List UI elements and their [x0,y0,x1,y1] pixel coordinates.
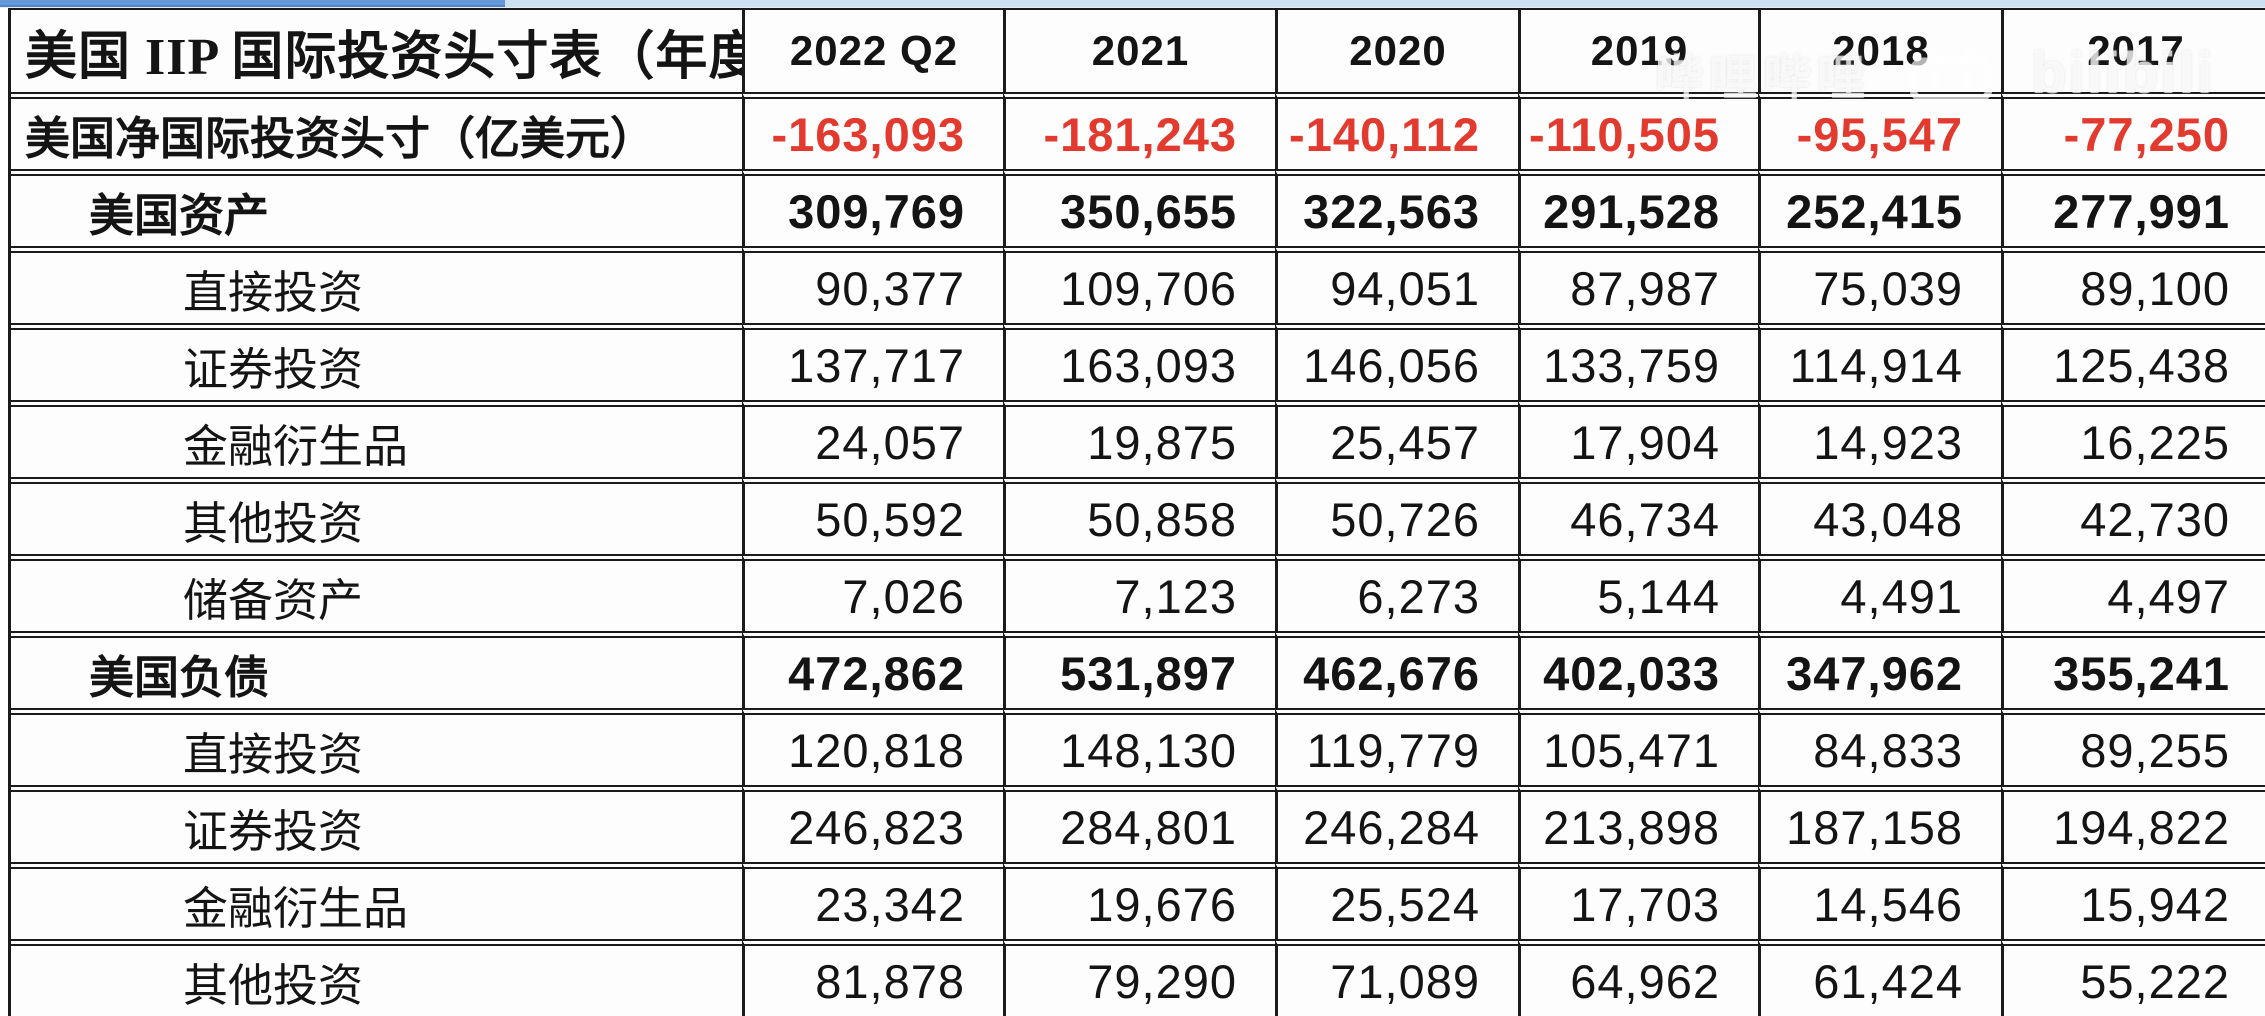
value-cell: -110,505 [1518,92,1758,169]
value-cell: 105,471 [1518,708,1758,785]
value-cell: 322,563 [1275,169,1518,246]
row-label: 直接投资 [11,246,742,323]
value-cell: 137,717 [742,323,1003,400]
value-cell: 84,833 [1758,708,2001,785]
value-cell: 90,377 [742,246,1003,323]
value-cell: 462,676 [1275,631,1518,708]
value-cell: 19,875 [1003,400,1275,477]
column-header-6: 2017 [2001,10,2265,92]
value-cell: 17,904 [1518,400,1758,477]
value-cell: 291,528 [1518,169,1758,246]
value-cell: 213,898 [1518,785,1758,862]
row-label: 美国资产 [11,169,742,246]
value-cell: 246,284 [1275,785,1518,862]
value-cell: 246,823 [742,785,1003,862]
value-cell: 64,962 [1518,939,1758,1016]
row-label: 储备资产 [11,554,742,631]
value-cell: 71,089 [1275,939,1518,1016]
row-label: 其他投资 [11,939,742,1016]
column-header-1: 2022 Q2 [742,10,1003,92]
value-cell: -181,243 [1003,92,1275,169]
value-cell: 50,726 [1275,477,1518,554]
row-label: 证券投资 [11,785,742,862]
value-cell: 17,703 [1518,862,1758,939]
value-cell: 25,457 [1275,400,1518,477]
value-cell: 94,051 [1275,246,1518,323]
value-cell: 43,048 [1758,477,2001,554]
row-label: 其他投资 [11,477,742,554]
value-cell: 7,123 [1003,554,1275,631]
value-cell: 7,026 [742,554,1003,631]
value-cell: 61,424 [1758,939,2001,1016]
value-cell: 402,033 [1518,631,1758,708]
video-progress-bar[interactable] [0,0,2265,8]
value-cell: -77,250 [2001,92,2265,169]
value-cell: 347,962 [1758,631,2001,708]
value-cell: 125,438 [2001,323,2265,400]
value-cell: 119,779 [1275,708,1518,785]
value-cell: 355,241 [2001,631,2265,708]
value-cell: 14,546 [1758,862,2001,939]
value-cell: 133,759 [1518,323,1758,400]
value-cell: 87,987 [1518,246,1758,323]
row-label: 金融衍生品 [11,400,742,477]
value-cell: 472,862 [742,631,1003,708]
value-cell: 4,491 [1758,554,2001,631]
value-cell: 5,144 [1518,554,1758,631]
column-header-3: 2020 [1275,10,1518,92]
value-cell: 6,273 [1275,554,1518,631]
column-header-5: 2018 [1758,10,2001,92]
value-cell: 187,158 [1758,785,2001,862]
iip-table: 美国 IIP 国际投资头寸表（年度 2022 Q2 2021 2020 2019 201… [8,8,2265,1016]
value-cell: 531,897 [1003,631,1275,708]
value-cell: 309,769 [742,169,1003,246]
row-label: 美国负债 [11,631,742,708]
value-cell: 114,914 [1758,323,2001,400]
value-cell: -95,547 [1758,92,2001,169]
row-label: 直接投资 [11,708,742,785]
value-cell: 163,093 [1003,323,1275,400]
value-cell: 109,706 [1003,246,1275,323]
value-cell: 46,734 [1518,477,1758,554]
value-cell: 14,923 [1758,400,2001,477]
value-cell: 120,818 [742,708,1003,785]
value-cell: 277,991 [2001,169,2265,246]
value-cell: 50,592 [742,477,1003,554]
row-label: 证券投资 [11,323,742,400]
value-cell: 79,290 [1003,939,1275,1016]
value-cell: 4,497 [2001,554,2265,631]
value-cell: 23,342 [742,862,1003,939]
value-cell: 75,039 [1758,246,2001,323]
value-cell: 148,130 [1003,708,1275,785]
value-cell: -140,112 [1275,92,1518,169]
value-cell: 194,822 [2001,785,2265,862]
video-progress-fill [0,0,505,7]
value-cell: 42,730 [2001,477,2265,554]
value-cell: 24,057 [742,400,1003,477]
value-cell: 19,676 [1003,862,1275,939]
column-header-4: 2019 [1518,10,1758,92]
value-cell: 55,222 [2001,939,2265,1016]
value-cell: 350,655 [1003,169,1275,246]
value-cell: 146,056 [1275,323,1518,400]
value-cell: 252,415 [1758,169,2001,246]
value-cell: 25,524 [1275,862,1518,939]
row-label: 金融衍生品 [11,862,742,939]
value-cell: 284,801 [1003,785,1275,862]
value-cell: 81,878 [742,939,1003,1016]
row-label: 美国净国际投资头寸（亿美元） [11,92,742,169]
column-header-2: 2021 [1003,10,1275,92]
value-cell: -163,093 [742,92,1003,169]
table-title: 美国 IIP 国际投资头寸表（年度 [11,10,742,92]
value-cell: 15,942 [2001,862,2265,939]
value-cell: 89,100 [2001,246,2265,323]
value-cell: 50,858 [1003,477,1275,554]
value-cell: 16,225 [2001,400,2265,477]
value-cell: 89,255 [2001,708,2265,785]
